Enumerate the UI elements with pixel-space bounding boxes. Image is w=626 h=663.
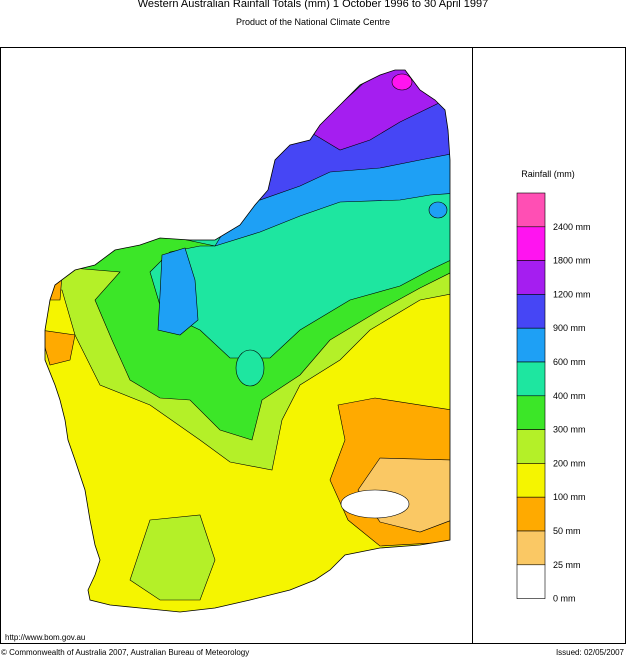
zone-1200 [309,70,446,151]
subtitle: Product of the National Climate Centre [236,17,390,27]
legend-swatch [516,260,546,295]
zone-1800 [391,73,413,91]
footer-url: http://www.bom.gov.au [5,633,85,642]
legend-label: 300 mm [553,425,586,435]
legend-swatch [516,530,546,566]
legend-label: 0 mm [553,594,576,604]
legend-swatch [516,395,546,430]
legend-swatch [516,361,546,397]
legend-label: 400 mm [553,391,586,401]
legend-swatch [516,226,546,261]
legend-swatch [516,496,546,532]
title: Western Australian Rainfall Totals (mm) … [138,0,489,10]
footer-issued: Issued: 02/05/2007 [556,648,625,657]
legend-swatch [516,192,546,228]
legend-label: 1800 mm [553,256,591,266]
rainfall-map [45,70,450,612]
legend-label: 100 mm [553,492,586,502]
legend: 2400 mm 1800 mm 1200 mm 900 mm 600 mm 400 mm 3… [516,192,591,604]
zone-200 [129,514,216,601]
legend-title: Rainfall (mm) [521,169,575,179]
zone-50 [45,274,63,301]
footer-copyright: © Commonwealth of Australia 2007, Austra… [1,648,249,657]
legend-label: 200 mm [553,458,586,468]
legend-swatch [516,463,546,498]
zone-0 [340,489,410,519]
legend-swatch [516,327,546,363]
legend-label: 1200 mm [553,289,591,299]
coastline [44,69,451,613]
legend-swatch [516,294,546,329]
legend-label: 25 mm [553,560,581,570]
legend-swatch [516,429,546,464]
zone-600 [157,247,199,336]
legend-label: 2400 mm [553,222,591,232]
zone-50 [45,329,76,366]
legend-label: 600 mm [553,357,586,367]
zone-400 [235,349,265,387]
legend-label: 900 mm [553,323,586,333]
legend-swatch [516,564,546,599]
legend-label: 50 mm [553,526,581,536]
zone-600 [428,201,448,219]
